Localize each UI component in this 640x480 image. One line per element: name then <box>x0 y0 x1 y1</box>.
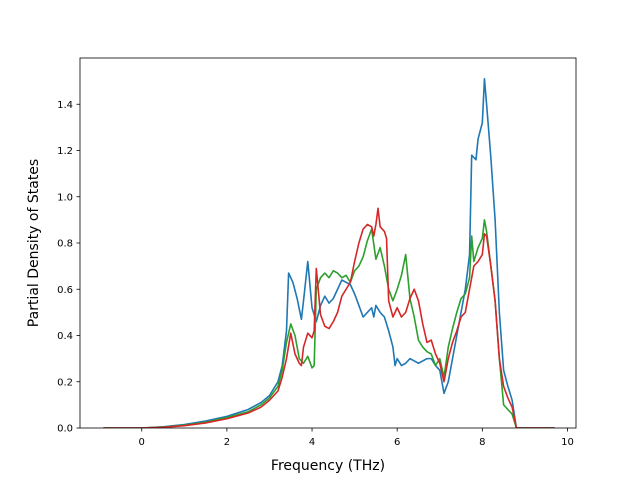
series-line-3 <box>103 207 555 428</box>
x-tick-label: 8 <box>479 437 485 448</box>
x-axis-ticks: 0 2 4 6 8 10 <box>139 428 574 448</box>
x-tick-label: 0 <box>139 437 145 448</box>
y-tick-label: 1.2 <box>57 146 73 157</box>
x-tick-label: 6 <box>394 437 400 448</box>
x-axis-label: Frequency (THz) <box>271 458 385 474</box>
y-axis-ticks: 0.0 0.2 0.4 0.6 0.8 1.0 1.2 1.4 <box>57 100 80 435</box>
y-tick-label: 0.8 <box>57 239 73 250</box>
series-line-2 <box>103 219 555 428</box>
y-tick-label: 0.2 <box>57 377 73 388</box>
y-tick-label: 1.0 <box>57 192 73 203</box>
series-layer <box>103 78 555 428</box>
y-tick-label: 1.4 <box>57 100 73 111</box>
x-tick-label: 10 <box>561 437 574 448</box>
x-tick-label: 4 <box>309 437 315 448</box>
y-axis-label: Partial Density of States <box>26 159 42 327</box>
y-tick-label: 0.4 <box>57 331 73 342</box>
y-tick-label: 0.0 <box>57 424 73 435</box>
series-line-1 <box>103 78 555 428</box>
x-tick-label: 2 <box>224 437 230 448</box>
y-tick-label: 0.6 <box>57 285 73 296</box>
